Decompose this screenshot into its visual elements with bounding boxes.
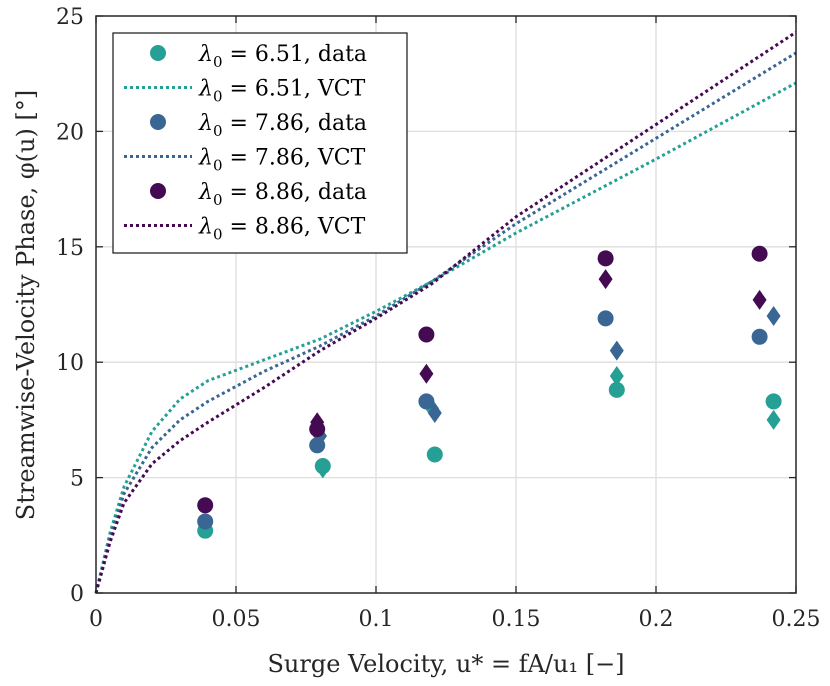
data-point-diamond	[609, 340, 624, 361]
data-point-circle	[197, 513, 214, 530]
vct-lines	[94, 30, 797, 594]
data-point-circle	[751, 328, 768, 345]
legend-label: λ0 = 7.86, data	[198, 111, 367, 140]
legend-marker	[150, 183, 166, 199]
data-points	[197, 245, 782, 539]
data-point-diamond	[419, 363, 434, 384]
data-point-circle	[597, 250, 614, 267]
y-tick-label: 20	[56, 120, 84, 145]
data-point-diamond	[427, 402, 442, 423]
data-point-diamond	[598, 269, 613, 290]
legend-label: λ0 = 6.51, VCT	[198, 77, 366, 106]
data-point-diamond	[752, 289, 767, 310]
vct-line	[94, 30, 797, 594]
data-point-circle	[597, 310, 614, 327]
x-tick-label: 0.25	[772, 607, 821, 632]
vct-line	[94, 81, 797, 594]
x-tick-label: 0.1	[359, 607, 394, 632]
y-tick-label: 5	[70, 467, 84, 492]
legend-marker	[150, 45, 166, 61]
data-point-diamond	[766, 306, 781, 327]
data-point-circle	[608, 381, 625, 398]
legend-box	[112, 32, 408, 254]
data-point-circle	[751, 245, 768, 262]
data-point-circle	[314, 458, 331, 475]
data-point-circle	[309, 437, 326, 454]
legend-label: λ0 = 7.86, VCT	[198, 146, 366, 175]
x-tick-label: 0.15	[492, 607, 541, 632]
data-point-circle	[418, 326, 435, 343]
data-point-circle	[197, 497, 214, 514]
legend-label: λ0 = 8.86, data	[198, 180, 367, 209]
y-tick-label: 25	[56, 5, 84, 30]
legend-marker	[150, 114, 166, 130]
legend-label: λ0 = 6.51, data	[198, 42, 367, 71]
plot-frame	[95, 15, 797, 594]
ticks: 0 0.05 0.1 0.15 0.2 0.25 0 5 10 15 20 25	[56, 5, 820, 632]
legend: λ0 = 6.51, data λ0 = 6.51, VCT λ0 = 7.86, …	[112, 32, 408, 254]
data-point-circle	[418, 393, 435, 410]
data-point-circle	[426, 446, 443, 463]
y-tick-label: 0	[70, 582, 84, 607]
data-point-circle	[309, 421, 326, 438]
x-axis-label: Surge Velocity, u* = fA/u₁ [−]	[267, 650, 624, 678]
data-point-diamond	[766, 409, 781, 430]
data-point-diamond	[609, 366, 624, 387]
x-tick-label: 0.05	[212, 607, 261, 632]
y-tick-label: 10	[56, 351, 84, 376]
y-tick-label: 15	[56, 236, 84, 261]
y-axis-label: Streamwise-Velocity Phase, φ(u) [°]	[12, 90, 40, 520]
x-tick-label: 0	[89, 607, 103, 632]
vct-line	[94, 51, 797, 594]
legend-label: λ0 = 8.86, VCT	[198, 215, 366, 244]
x-tick-label: 0.2	[639, 607, 674, 632]
data-point-circle	[765, 393, 782, 410]
